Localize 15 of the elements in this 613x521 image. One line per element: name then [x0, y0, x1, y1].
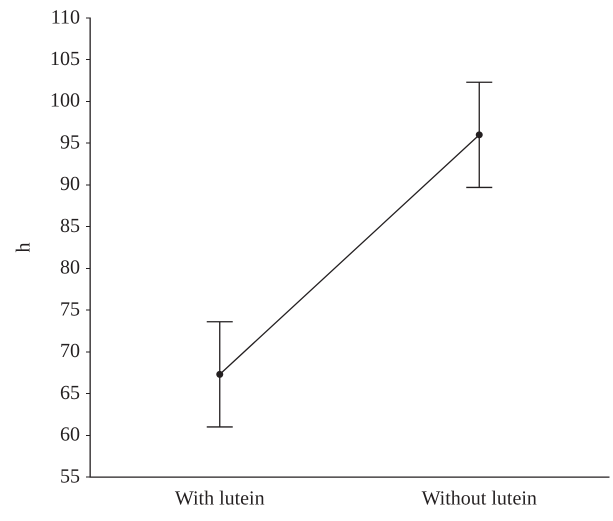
- y-tick-label: 80: [60, 256, 80, 279]
- y-tick-label: 70: [60, 340, 80, 362]
- x-tick-label: Without lutein: [422, 487, 537, 510]
- y-tick-label: 60: [60, 424, 80, 446]
- y-tick-label: 100: [50, 90, 80, 112]
- y-tick-label: 105: [50, 48, 80, 70]
- y-axis-title: h: [12, 242, 34, 252]
- y-tick-label: 90: [60, 173, 80, 196]
- y-tick-label: 85: [60, 214, 80, 237]
- y-tick-label: 95: [60, 131, 80, 154]
- y-tick-label: 55: [60, 465, 80, 488]
- y-tick-label: 65: [60, 382, 80, 404]
- x-tick-label: With lutein: [174, 487, 265, 510]
- y-tick-label: 75: [60, 298, 80, 320]
- y-tick-label: 110: [50, 6, 80, 28]
